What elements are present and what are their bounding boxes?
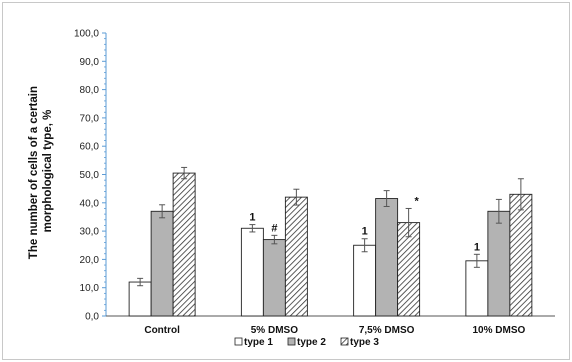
legend-swatch-type-1 <box>234 337 243 346</box>
y-axis-title-line1: The number of cells of a certain <box>28 86 40 259</box>
y-tick-label: 30,0 <box>80 227 100 238</box>
significance-marker: # <box>271 222 277 234</box>
x-category-label: 7,5% DMSO <box>359 325 415 336</box>
legend-swatch-type-2 <box>287 337 296 346</box>
bar-type-1 <box>128 281 152 317</box>
y-tick-label: 100,0 <box>74 29 99 40</box>
significance-marker: 1 <box>474 241 480 253</box>
bar-chart: The number of cells of a certain morphol… <box>28 29 555 348</box>
y-axis-title-line2: morphological type, % <box>42 110 54 233</box>
bar-type-1 <box>465 260 489 317</box>
x-category-label: 5% DMSO <box>251 325 298 336</box>
y-tick-label: 90,0 <box>80 57 100 68</box>
significance-marker: 1 <box>362 226 368 238</box>
bar-type-1 <box>240 227 264 317</box>
y-axis-title: The number of cells of a certain morphol… <box>28 83 54 259</box>
legend: type 1 type 2 type 3 <box>234 337 379 348</box>
y-tick-label: 10,0 <box>80 283 100 294</box>
y-tick-label: 50,0 <box>80 170 100 181</box>
x-category-label: 10% DMSO <box>472 325 525 336</box>
bars <box>128 166 533 317</box>
bar-type-3 <box>509 193 533 317</box>
legend-label: type 2 <box>297 337 326 348</box>
bar-type-2 <box>375 198 399 317</box>
bar-type-3 <box>172 172 196 317</box>
y-tick-label: 70,0 <box>80 113 100 124</box>
annotations: 1 # 1 * 1 <box>249 195 480 253</box>
bar-type-2 <box>150 210 174 317</box>
bar-type-1 <box>353 244 377 317</box>
y-tick-label: 60,0 <box>80 142 100 153</box>
y-axis: 0,0 10,0 20,0 30,0 40,0 50,0 60,0 70,0 80,0 90,0 1… <box>74 29 107 323</box>
legend-label: type 1 <box>244 337 273 348</box>
y-tick-label: 20,0 <box>80 255 100 266</box>
legend-swatch-type-3 <box>340 337 349 346</box>
y-tick-label: 80,0 <box>80 85 100 96</box>
legend-label: type 3 <box>350 337 379 348</box>
bar-type-2 <box>487 210 511 317</box>
bar-type-3 <box>284 196 308 317</box>
y-tick-label: 0,0 <box>85 312 99 323</box>
y-tick-label: 40,0 <box>80 198 100 209</box>
significance-marker: 1 <box>249 212 255 224</box>
x-axis: Control 5% DMSO 7,5% DMSO 10% DMSO <box>106 315 555 336</box>
significance-marker: * <box>414 195 419 207</box>
svg-text:The number of cells of a certa: The number of cells of a certain morphol… <box>28 83 54 259</box>
bar-type-2 <box>262 239 286 317</box>
x-category-label: Control <box>144 325 180 336</box>
